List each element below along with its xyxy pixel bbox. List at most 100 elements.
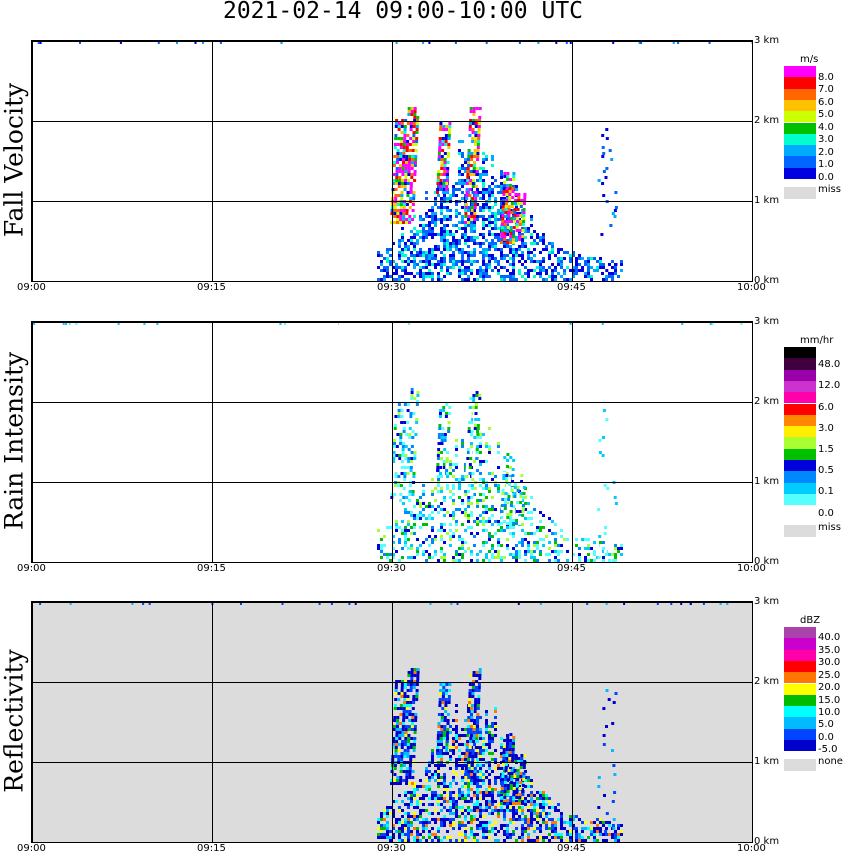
echo-cell: [512, 175, 516, 178]
legend-swatch: [784, 448, 816, 460]
echo-cell: [449, 755, 452, 758]
echo-cell: [711, 322, 714, 325]
echo-cell: [530, 517, 533, 520]
echo-cell: [458, 833, 461, 836]
echo-cell: [497, 514, 500, 517]
echo-cell: [416, 499, 419, 502]
echo-cell: [472, 454, 476, 457]
echo-cell: [503, 266, 506, 269]
echo-cell: [491, 556, 494, 559]
echo-cell: [482, 278, 485, 281]
echo-cell: [473, 487, 477, 490]
echo-cell: [449, 731, 452, 734]
echo-cell: [516, 769, 520, 772]
echo-cell: [539, 275, 542, 278]
echo-cell: [464, 266, 467, 269]
echo-cell: [398, 176, 402, 179]
echo-cell: [409, 689, 413, 692]
echo-cell: [527, 800, 530, 803]
echo-cell: [449, 836, 452, 839]
echo-cell: [560, 529, 563, 532]
echo-cell: [517, 193, 521, 196]
echo-cell: [399, 502, 402, 505]
echo-cell: [520, 477, 524, 480]
echo-cell: [475, 397, 479, 400]
echo-cell: [514, 760, 518, 763]
echo-cell: [530, 812, 533, 815]
echo-cell: [455, 803, 458, 806]
echo-cell: [408, 713, 412, 716]
echo-cell: [597, 785, 601, 788]
echo-cell: [389, 830, 392, 833]
echo-cell: [482, 821, 485, 824]
echo-cell: [455, 758, 458, 761]
echo-cell: [445, 752, 448, 755]
echo-cell: [587, 827, 590, 830]
echo-cell: [491, 158, 494, 161]
echo-cell: [551, 272, 554, 275]
echo-cell: [491, 469, 494, 472]
echo-cell: [431, 797, 434, 800]
echo-cell: [39, 41, 42, 44]
echo-cell: [467, 791, 470, 794]
echo-cell: [467, 224, 470, 227]
echo-cell: [443, 254, 446, 257]
echo-cell: [402, 719, 406, 722]
echo-cell: [407, 167, 411, 170]
echo-cell: [472, 728, 476, 731]
echo-cell: [461, 839, 464, 842]
echo-cell: [464, 767, 468, 770]
echo-cell: [491, 535, 494, 538]
echo-cell: [542, 266, 545, 269]
echo-cell: [468, 683, 472, 686]
echo-cell: [391, 746, 395, 749]
echo-cell: [494, 707, 497, 710]
echo-cell: [437, 803, 440, 806]
echo-cell: [458, 167, 461, 170]
echo-cell: [467, 427, 471, 430]
echo-cell: [512, 784, 516, 787]
echo-cell: [458, 269, 461, 272]
echo-cell: [422, 538, 425, 541]
echo-cell: [503, 800, 506, 803]
echo-cell: [446, 538, 449, 541]
echo-cell: [519, 483, 523, 486]
echo-cell: [527, 269, 530, 272]
echo-cell: [548, 812, 551, 815]
echo-cell: [584, 547, 587, 550]
echo-cell: [405, 221, 408, 224]
echo-cell: [530, 839, 533, 842]
echo-cell: [440, 818, 443, 821]
echo-cell: [390, 499, 394, 502]
echo-cell: [443, 514, 446, 517]
echo-cell: [530, 782, 533, 785]
echo-cell: [465, 466, 469, 469]
echo-cell: [497, 541, 500, 544]
echo-cell: [412, 698, 416, 701]
echo-cell: [401, 529, 404, 532]
echo-cell: [602, 409, 606, 412]
echo-cell: [523, 196, 527, 199]
echo-cell: [470, 484, 474, 487]
echo-cell: [485, 254, 488, 257]
echo-cell: [392, 547, 395, 550]
echo-cell: [505, 480, 509, 483]
echo-cell: [491, 493, 494, 496]
echo-cell: [470, 427, 474, 430]
echo-cell: [393, 779, 397, 782]
echo-cell: [500, 513, 504, 516]
echo-cell: [468, 752, 472, 755]
echo-cell: [473, 442, 476, 445]
echo-cell: [509, 226, 513, 229]
echo-cell: [413, 556, 416, 559]
echo-cell: [602, 550, 605, 553]
echo-cell: [220, 322, 223, 325]
echo-cell: [442, 746, 446, 749]
echo-cell: [530, 818, 533, 821]
echo-cell: [400, 185, 404, 188]
echo-cell: [445, 469, 449, 472]
echo-cell: [409, 701, 413, 704]
echo-cell: [497, 466, 500, 469]
echo-cell: [501, 486, 505, 489]
echo-cell: [428, 770, 431, 773]
